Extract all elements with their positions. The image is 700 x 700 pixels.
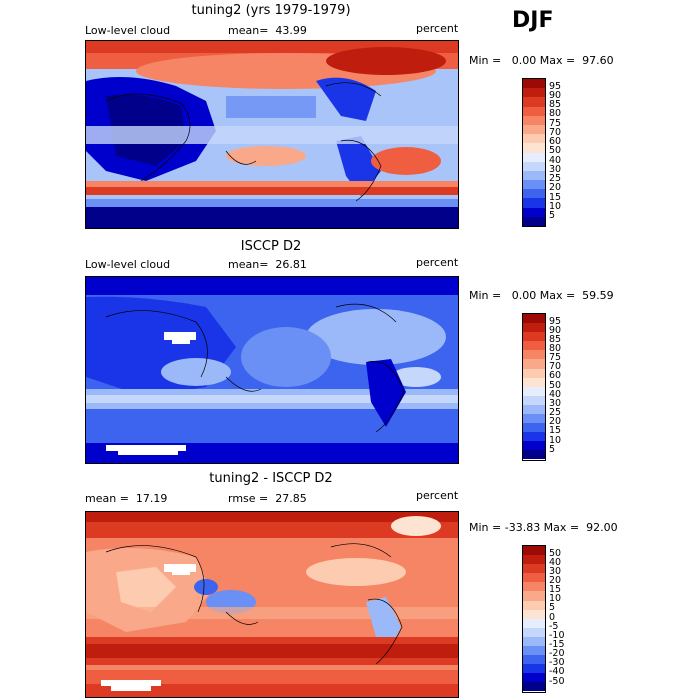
colorbar-tick: 75 [549,118,562,129]
panel3-colorbar [522,545,546,693]
colorbar-tick: 15 [549,425,562,436]
colorbar-tick: 30 [549,398,562,409]
colorbar-tick: 10 [549,593,562,604]
colorbar-tick: 20 [549,575,562,586]
colorbar-tick: -5 [549,621,559,632]
panel2-mean-label: mean= 26.81 [228,258,307,271]
colorbar-tick: 95 [549,316,562,327]
colorbar-tick: 40 [549,389,562,400]
colorbar-tick: 50 [549,380,562,391]
colorbar-tick: 80 [549,343,562,354]
panel1-variable-label: Low-level cloud [85,24,171,37]
season-label: DJF [512,8,554,33]
colorbar-tick: 5 [549,210,556,221]
panel1-mean-label: mean= 43.99 [228,24,307,37]
panel2-map [85,276,459,464]
colorbar-tick: 5 [549,602,556,613]
colorbar-tick: -50 [549,676,565,687]
colorbar-tick: 70 [549,127,562,138]
colorbar-tick: -20 [549,648,565,659]
colorbar-tick: 60 [549,136,562,147]
colorbar-tick: -40 [549,666,565,677]
panel2-minmax-label: Min = 0.00 Max = 59.59 [469,289,614,302]
panel3-map [85,511,459,698]
colorbar-tick: -30 [549,657,565,668]
panel2-units-label: percent [416,256,459,269]
colorbar-tick: 25 [549,407,562,418]
panel3-rmse-label: rmse = 27.85 [228,492,307,505]
colorbar-tick: 5 [549,444,556,455]
panel2-title: ISCCP D2 [240,239,302,254]
colorbar-tick: 25 [549,173,562,184]
panel3-mean-label: mean = 17.19 [85,492,168,505]
colorbar-tick: 0 [549,612,556,623]
colorbar-tick: 50 [549,145,562,156]
colorbar-tick: 70 [549,361,562,372]
panel3-units-label: percent [416,489,459,502]
colorbar-tick: 15 [549,192,562,203]
colorbar-tick: 30 [549,164,562,175]
panel3-minmax-label: Min = -33.83 Max = 92.00 [469,521,618,534]
colorbar-tick: 50 [549,548,562,559]
colorbar-tick: 85 [549,334,562,345]
colorbar-tick: -10 [549,630,565,641]
colorbar-tick: 60 [549,370,562,381]
panel1-map [85,40,459,229]
colorbar-tick: 85 [549,99,562,110]
colorbar-tick: 40 [549,557,562,568]
colorbar-tick: 15 [549,584,562,595]
colorbar-tick: 40 [549,155,562,166]
colorbar-tick: 10 [549,435,562,446]
panel1-minmax-label: Min = 0.00 Max = 97.60 [469,54,614,67]
colorbar-tick: 20 [549,182,562,193]
panel1-title: tuning2 (yrs 1979-1979) [191,3,351,18]
panel1-units-label: percent [416,22,459,35]
colorbar-tick: 90 [549,90,562,101]
panel2-variable-label: Low-level cloud [85,258,171,271]
colorbar-tick: -15 [549,639,565,650]
panel2-colorbar [522,313,546,461]
panel1-colorbar [522,78,546,227]
colorbar-tick: 20 [549,416,562,427]
colorbar-tick: 10 [549,201,562,212]
colorbar-tick: 90 [549,325,562,336]
colorbar-tick: 80 [549,108,562,119]
colorbar-tick: 30 [549,566,562,577]
colorbar-tick: 75 [549,352,562,363]
colorbar-tick: 95 [549,81,562,92]
panel3-title: tuning2 - ISCCP D2 [209,471,333,486]
